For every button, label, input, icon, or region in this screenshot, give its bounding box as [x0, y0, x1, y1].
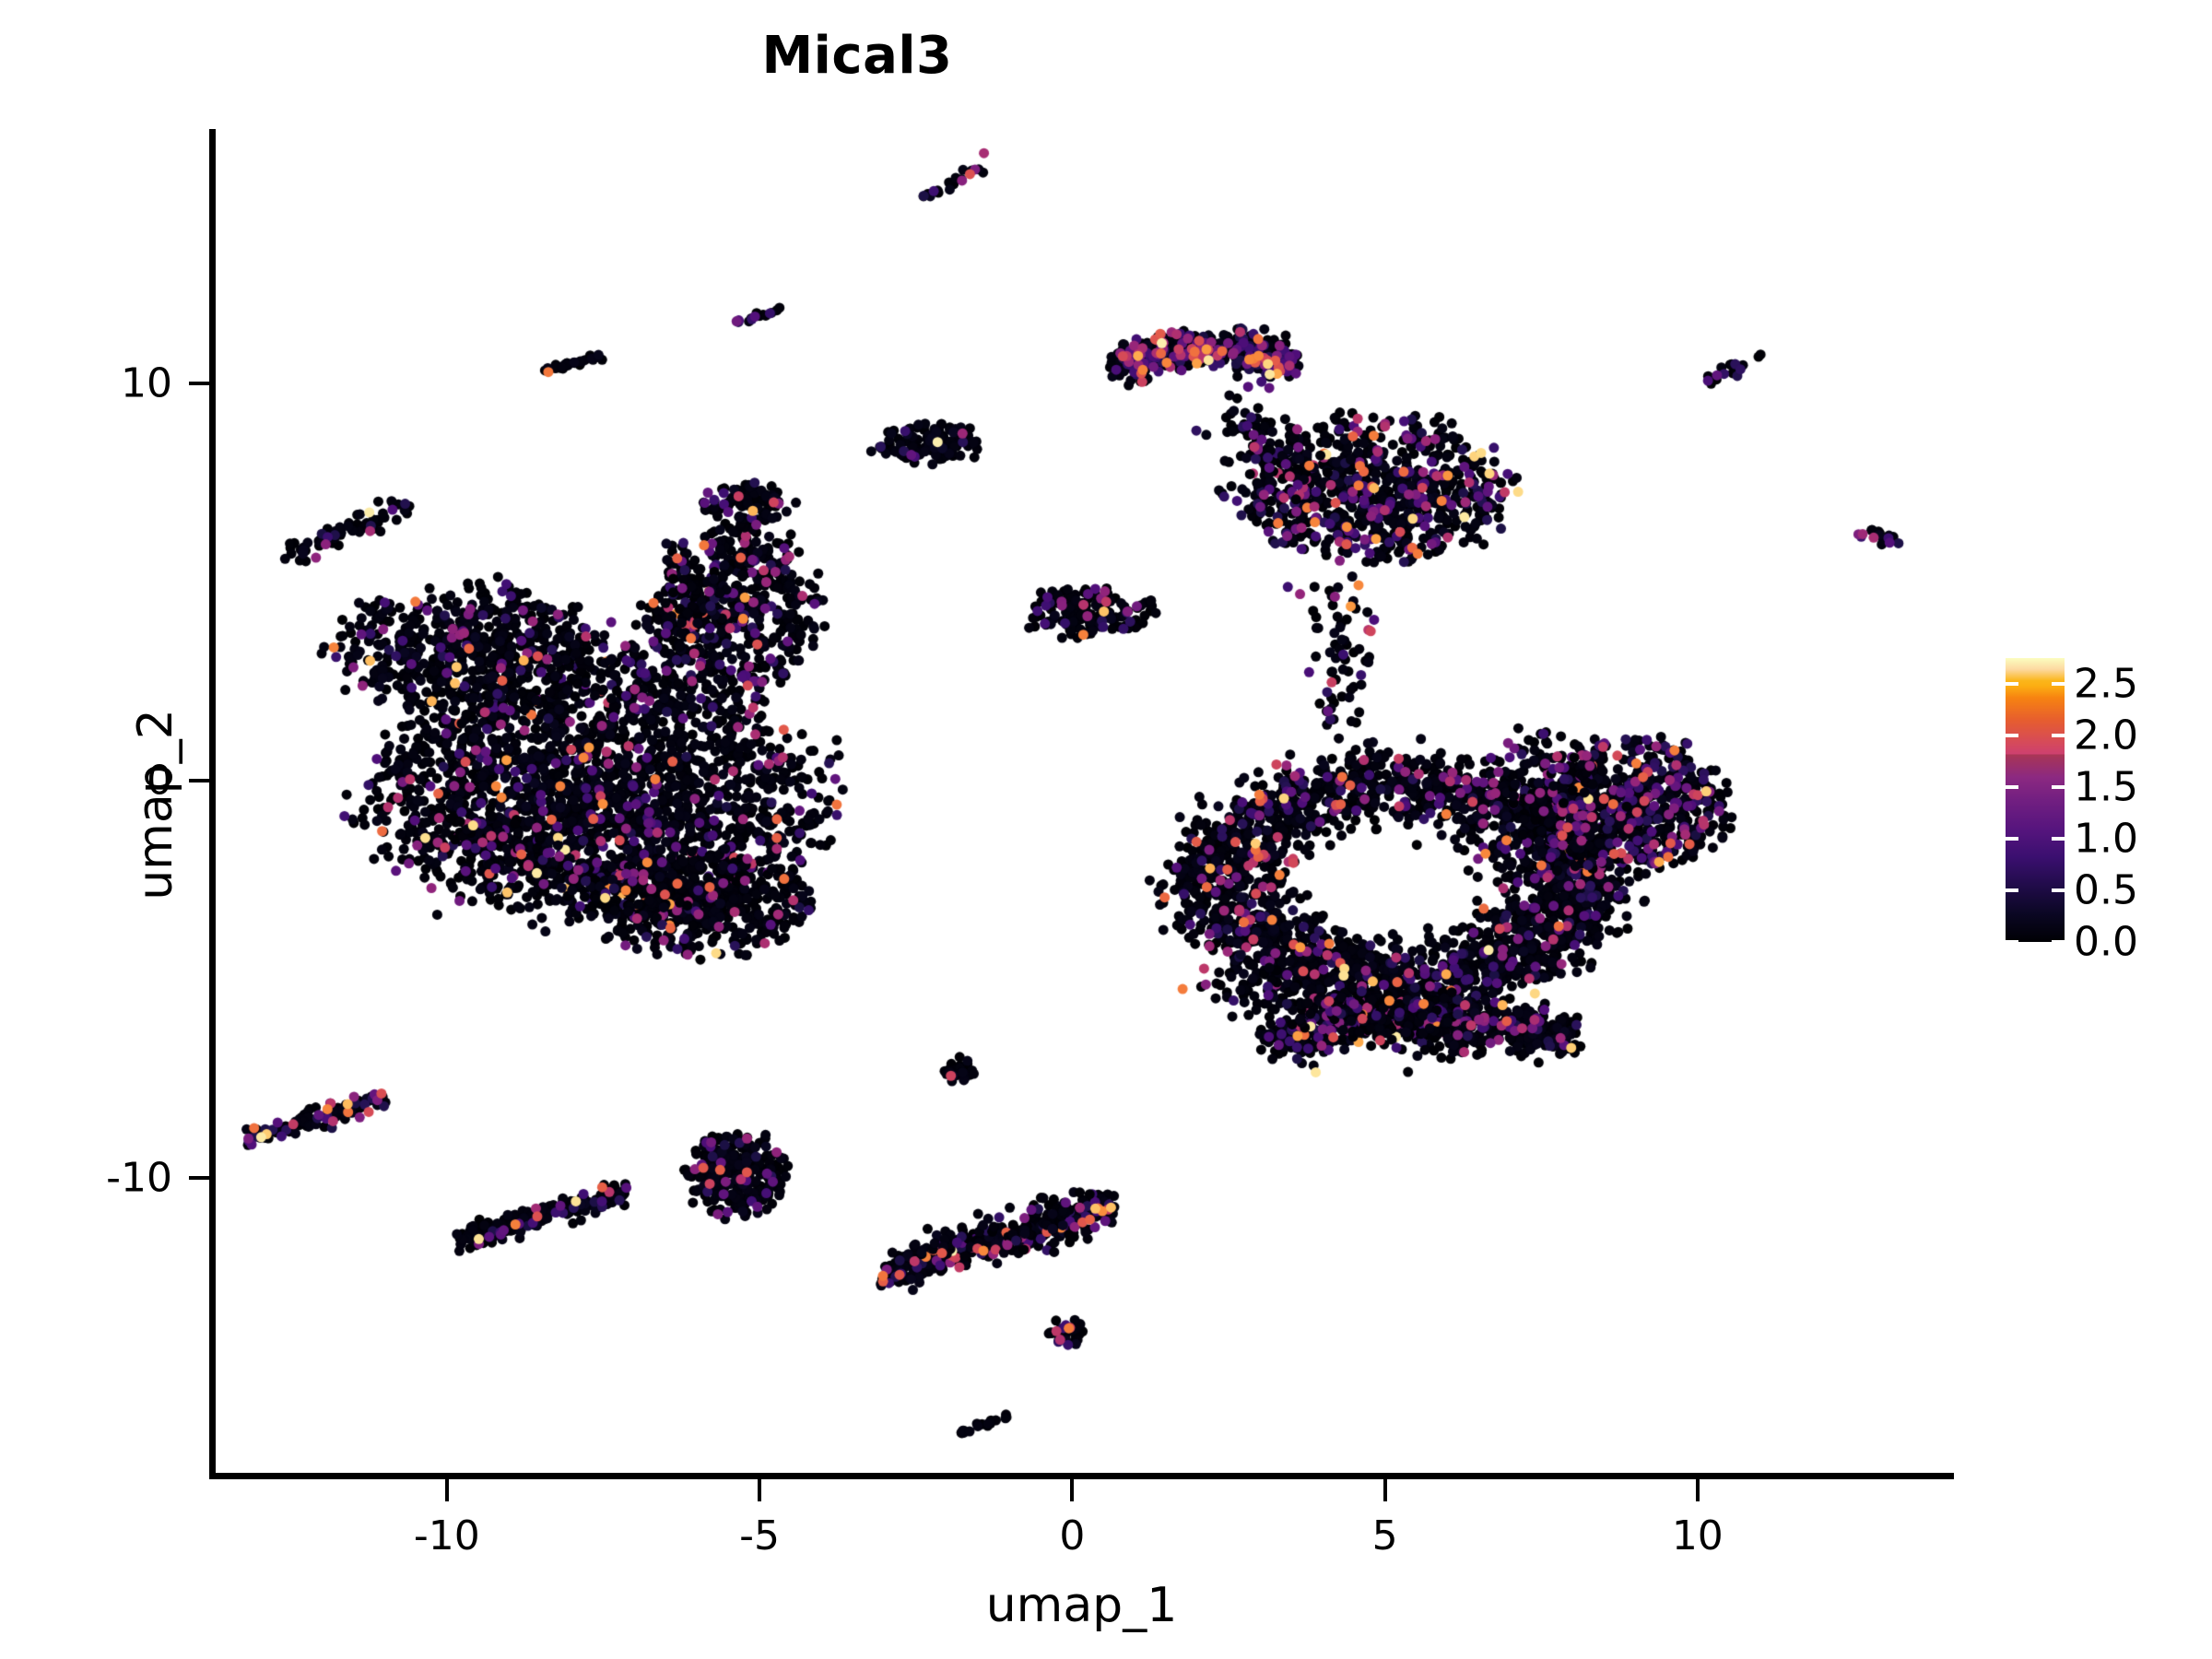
x-tick-label: 0 — [1059, 1512, 1086, 1559]
colorbar-tick-mark — [2052, 785, 2065, 789]
colorbar-tick-mark — [2006, 888, 2018, 892]
colorbar-tick-mark — [2052, 837, 2065, 841]
colorbar: 0.0 0.5 1.0 1.5 2.0 2.5 — [2006, 658, 2138, 966]
axis-spine-bottom — [209, 1473, 1954, 1479]
colorbar-tick-mark — [2052, 940, 2065, 944]
colorbar-tick-mark — [2052, 682, 2065, 686]
y-axis-label: umap_2 — [127, 708, 183, 900]
colorbar-tick-mark — [2006, 940, 2018, 944]
y-tick-label: 10 — [121, 359, 172, 407]
y-tick-mark — [189, 1175, 209, 1180]
scatter-canvas — [209, 129, 1954, 1479]
colorbar-tick-label: 2.5 — [2074, 660, 2138, 708]
x-axis-label: umap_1 — [985, 1578, 1178, 1633]
colorbar-gradient — [2006, 658, 2065, 942]
x-tick-mark — [1695, 1479, 1700, 1501]
colorbar-tick-mark — [2006, 785, 2018, 789]
plot-axes: 10 0 -10 -10 -5 0 5 10 umap_2 umap_1 — [106, 129, 1954, 1633]
colorbar-tick-label: 1.5 — [2074, 763, 2138, 811]
colorbar-tick-mark — [2006, 682, 2018, 686]
x-tick-label: -10 — [413, 1512, 480, 1559]
y-tick-label: 0 — [147, 757, 172, 805]
colorbar-tick-mark — [2052, 734, 2065, 737]
colorbar-tick-label: 0.0 — [2074, 918, 2138, 966]
x-tick-mark — [758, 1479, 762, 1501]
x-tick-mark — [444, 1479, 449, 1501]
x-tick-label: -5 — [739, 1512, 780, 1559]
x-tick-label: 10 — [1671, 1512, 1724, 1559]
y-tick-mark — [189, 381, 209, 385]
y-tick-mark — [189, 778, 209, 782]
colorbar-tick-label: 1.0 — [2074, 815, 2138, 863]
colorbar-tick-mark — [2006, 734, 2018, 737]
x-tick-mark — [1382, 1479, 1387, 1501]
colorbar-tick-mark — [2006, 837, 2018, 841]
colorbar-tick-label: 2.0 — [2074, 712, 2138, 759]
axis-spine-left — [209, 129, 216, 1479]
colorbar-tick-label: 0.5 — [2074, 866, 2138, 914]
y-tick-label: -10 — [106, 1154, 172, 1202]
x-tick-label: 5 — [1371, 1512, 1398, 1559]
page-title: Mical3 — [761, 26, 953, 86]
colorbar-tick-mark — [2052, 888, 2065, 892]
x-tick-mark — [1070, 1479, 1075, 1501]
